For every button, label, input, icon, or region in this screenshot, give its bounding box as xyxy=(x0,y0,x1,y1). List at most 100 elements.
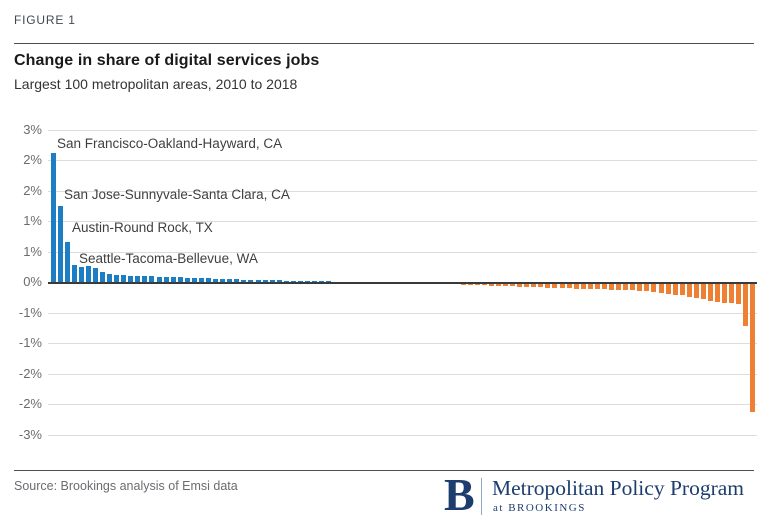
bar-negative xyxy=(743,282,749,326)
bar-positive xyxy=(241,279,247,283)
bar-negative xyxy=(460,282,466,285)
bar-negative xyxy=(517,282,523,287)
bar-negative xyxy=(750,282,756,413)
bar-negative xyxy=(531,282,537,288)
bar-positive xyxy=(269,280,275,283)
bar-negative xyxy=(715,282,721,303)
footer-divider xyxy=(14,470,754,471)
bar-positive xyxy=(50,152,56,283)
bar-negative xyxy=(700,282,706,300)
bar-negative xyxy=(609,282,615,290)
bar-negative xyxy=(524,282,530,287)
y-axis-tick-label: 3% xyxy=(23,122,42,137)
bar-positive xyxy=(114,274,120,283)
bar-positive xyxy=(255,279,261,283)
annotation-san-francisco: San Francisco-Oakland-Hayward, CA xyxy=(57,136,283,151)
bar-positive xyxy=(99,272,105,283)
bar-negative xyxy=(601,282,607,290)
bar-positive xyxy=(276,280,282,283)
figure-label: FIGURE 1 xyxy=(14,13,76,27)
bar-positive xyxy=(107,274,113,283)
bar-positive xyxy=(156,276,162,283)
bar-positive xyxy=(71,264,77,283)
bar-positive xyxy=(149,276,155,283)
bar-positive xyxy=(191,277,197,283)
bar-positive xyxy=(128,275,134,283)
bar-negative xyxy=(502,282,508,287)
logo-divider xyxy=(481,478,482,515)
gridline xyxy=(48,221,757,223)
gridline xyxy=(48,130,757,131)
bar-positive xyxy=(64,241,70,283)
annotation-seattle: Seattle-Tacoma-Bellevue, WA xyxy=(79,251,258,266)
bar-negative xyxy=(495,282,501,286)
bar-positive xyxy=(234,279,240,283)
bar-negative xyxy=(566,282,572,289)
bar-negative xyxy=(474,282,480,286)
bar-negative xyxy=(467,282,473,285)
bar-negative xyxy=(510,282,516,287)
bar-negative xyxy=(679,282,685,296)
bar-negative xyxy=(658,282,664,293)
bar-negative xyxy=(573,282,579,289)
bar-negative xyxy=(644,282,650,292)
bar-positive xyxy=(220,278,226,283)
y-axis-tick-label: 2% xyxy=(23,182,42,198)
bar-positive xyxy=(177,277,183,283)
bar-positive xyxy=(170,277,176,283)
bar-negative xyxy=(665,282,671,294)
bar-negative xyxy=(722,282,728,303)
gridline xyxy=(48,190,757,192)
y-axis-tick-label: 1% xyxy=(23,213,42,229)
brookings-b-monogram: B xyxy=(444,469,475,520)
bar-negative xyxy=(587,282,593,289)
bar-positive xyxy=(184,277,190,283)
y-axis-tick-label: 2% xyxy=(23,152,42,168)
bar-negative xyxy=(637,282,643,291)
bar-positive xyxy=(262,280,268,283)
y-axis-tick-label: 0% xyxy=(23,274,42,290)
bar-negative xyxy=(594,282,600,290)
bar-negative xyxy=(545,282,551,288)
bar-negative xyxy=(552,282,558,288)
bar-negative xyxy=(559,282,565,289)
y-axis-tick-label: -3% xyxy=(18,426,42,442)
y-axis-tick-label: -2% xyxy=(18,396,42,412)
bar-negative xyxy=(686,282,692,297)
y-axis-tick-label: -1% xyxy=(18,304,42,320)
bar-negative xyxy=(580,282,586,289)
bar-negative xyxy=(693,282,699,298)
gridline xyxy=(48,434,757,436)
bar-positive xyxy=(248,279,254,283)
gridline xyxy=(48,404,757,406)
bar-positive xyxy=(135,275,141,283)
bar-positive xyxy=(92,268,98,283)
annotation-austin: Austin-Round Rock, TX xyxy=(72,220,213,235)
bar-negative xyxy=(651,282,657,292)
x-axis-zero-line xyxy=(48,281,757,284)
bar-negative xyxy=(623,282,629,291)
header-divider xyxy=(14,43,754,44)
bar-negative xyxy=(488,282,494,286)
bar-positive xyxy=(142,276,148,283)
bar-negative xyxy=(538,282,544,288)
bar-negative xyxy=(630,282,636,291)
bar-negative xyxy=(672,282,678,295)
source-note: Source: Brookings analysis of Emsi data xyxy=(14,479,238,493)
bar-positive xyxy=(206,278,212,283)
bar-positive xyxy=(57,206,63,283)
logo-program-subtitle: at BROOKINGS xyxy=(493,502,586,514)
bar-negative xyxy=(729,282,735,304)
gridline xyxy=(48,160,757,162)
y-axis-tick-label: -1% xyxy=(18,335,42,351)
y-axis-tick-label: -2% xyxy=(18,365,42,381)
gridline xyxy=(48,343,757,345)
bar-positive xyxy=(198,278,204,283)
bar-negative xyxy=(616,282,622,290)
chart-title: Change in share of digital services jobs xyxy=(14,52,320,69)
bar-negative xyxy=(736,282,742,304)
gridline xyxy=(48,312,757,314)
logo-program-name: Metropolitan Policy Program xyxy=(492,476,744,500)
annotation-san-jose: San Jose-Sunnyvale-Santa Clara, CA xyxy=(64,187,290,202)
